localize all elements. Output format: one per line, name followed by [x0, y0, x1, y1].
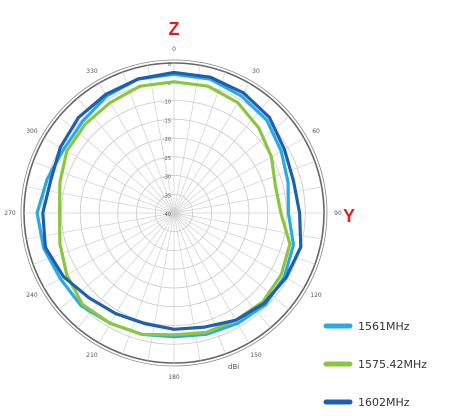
grid-spoke [173, 97, 271, 214]
z-axis-label: Z [169, 19, 180, 39]
radial-tick-labels: 0-5-10-15-20-25-30-35-40 [163, 62, 171, 218]
legend: 1561MHz 1575.42MHz 1602MHz [323, 320, 427, 409]
grid-ring-outer [20, 59, 328, 367]
radial-tick-label: -10 [163, 100, 171, 106]
grid-spoke [77, 212, 175, 329]
legend-label: 1602MHz [358, 396, 410, 409]
grid-spoke [173, 82, 250, 214]
angle-tick-label: 120 [310, 292, 322, 299]
angle-tick-label: 90 [334, 210, 342, 217]
angle-tick-label: 0 [172, 46, 176, 53]
angle-tick-label: 300 [26, 128, 38, 135]
angle-tick-label: 270 [4, 210, 16, 217]
angular-tick-labels: 0 30 60 90 120 150 180 210 240 270 300 330 [4, 46, 342, 381]
angle-tick-label: 240 [26, 292, 38, 299]
y-axis-label: Y [343, 206, 355, 226]
radial-tick-label: -20 [163, 137, 171, 143]
radial-tick-label: 0 [168, 62, 171, 68]
grid-spoke [32, 212, 175, 265]
series-line-1561mhz [35, 72, 296, 339]
polar-grid [20, 59, 328, 367]
angle-tick-label: 330 [86, 68, 98, 75]
legend-label: 1575.42MHz [358, 358, 427, 371]
grid-spoke [173, 71, 226, 214]
radial-tick-label: -30 [163, 175, 171, 181]
radial-tick-label: -35 [163, 193, 171, 199]
unit-label: dBi [228, 363, 239, 371]
grid-spoke [32, 161, 175, 214]
legend-label: 1561MHz [358, 320, 410, 333]
series-lines [35, 70, 303, 339]
grid-spoke [173, 65, 201, 214]
series-line-1575-42mhz [57, 80, 292, 337]
grid-spoke [147, 65, 175, 214]
radial-tick-label: -40 [163, 212, 171, 218]
grid-spoke [26, 186, 175, 214]
angle-tick-label: 150 [250, 352, 262, 359]
grid-spoke [98, 82, 175, 214]
angle-tick-label: 210 [86, 352, 98, 359]
grid-spoke [98, 212, 175, 344]
grid-spoke [26, 212, 175, 240]
grid-spoke [173, 116, 290, 214]
radial-tick-label: -15 [163, 118, 171, 124]
radial-tick-label: -25 [163, 156, 171, 162]
angle-tick-label: 60 [312, 128, 320, 135]
grid-spoke [173, 212, 322, 240]
grid-spoke [173, 186, 322, 214]
grid-spoke [122, 71, 175, 214]
angle-tick-label: 180 [168, 374, 180, 381]
angle-tick-label: 30 [252, 68, 260, 75]
series-line-1602mhz [41, 70, 303, 331]
